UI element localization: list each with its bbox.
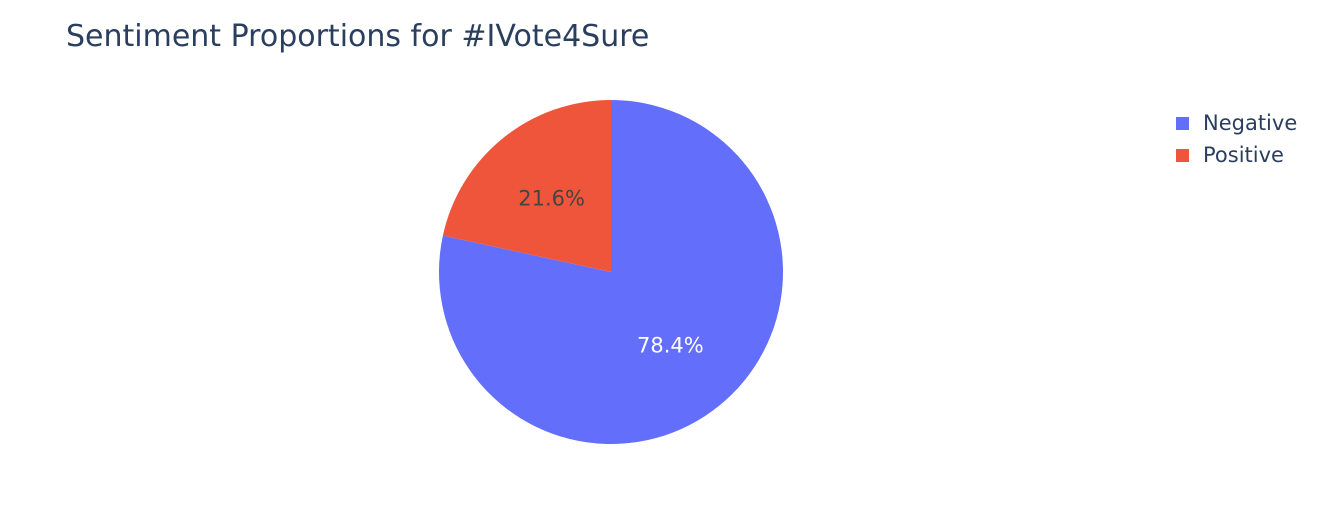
legend-swatch-negative	[1176, 116, 1189, 130]
legend-item-negative[interactable]: Negative	[1176, 107, 1297, 139]
chart-title: Sentiment Proportions for #IVote4Sure	[66, 19, 650, 54]
legend-swatch-positive	[1176, 148, 1189, 162]
legend-item-positive[interactable]: Positive	[1176, 139, 1297, 171]
legend: Negative Positive	[1176, 107, 1297, 171]
pie-slice-positive[interactable]	[442, 99, 611, 272]
legend-label-positive: Positive	[1203, 143, 1284, 167]
slice-label-positive: 21.6%	[518, 186, 585, 210]
legend-label-negative: Negative	[1203, 111, 1298, 135]
slice-label-negative: 78.4%	[637, 334, 704, 358]
